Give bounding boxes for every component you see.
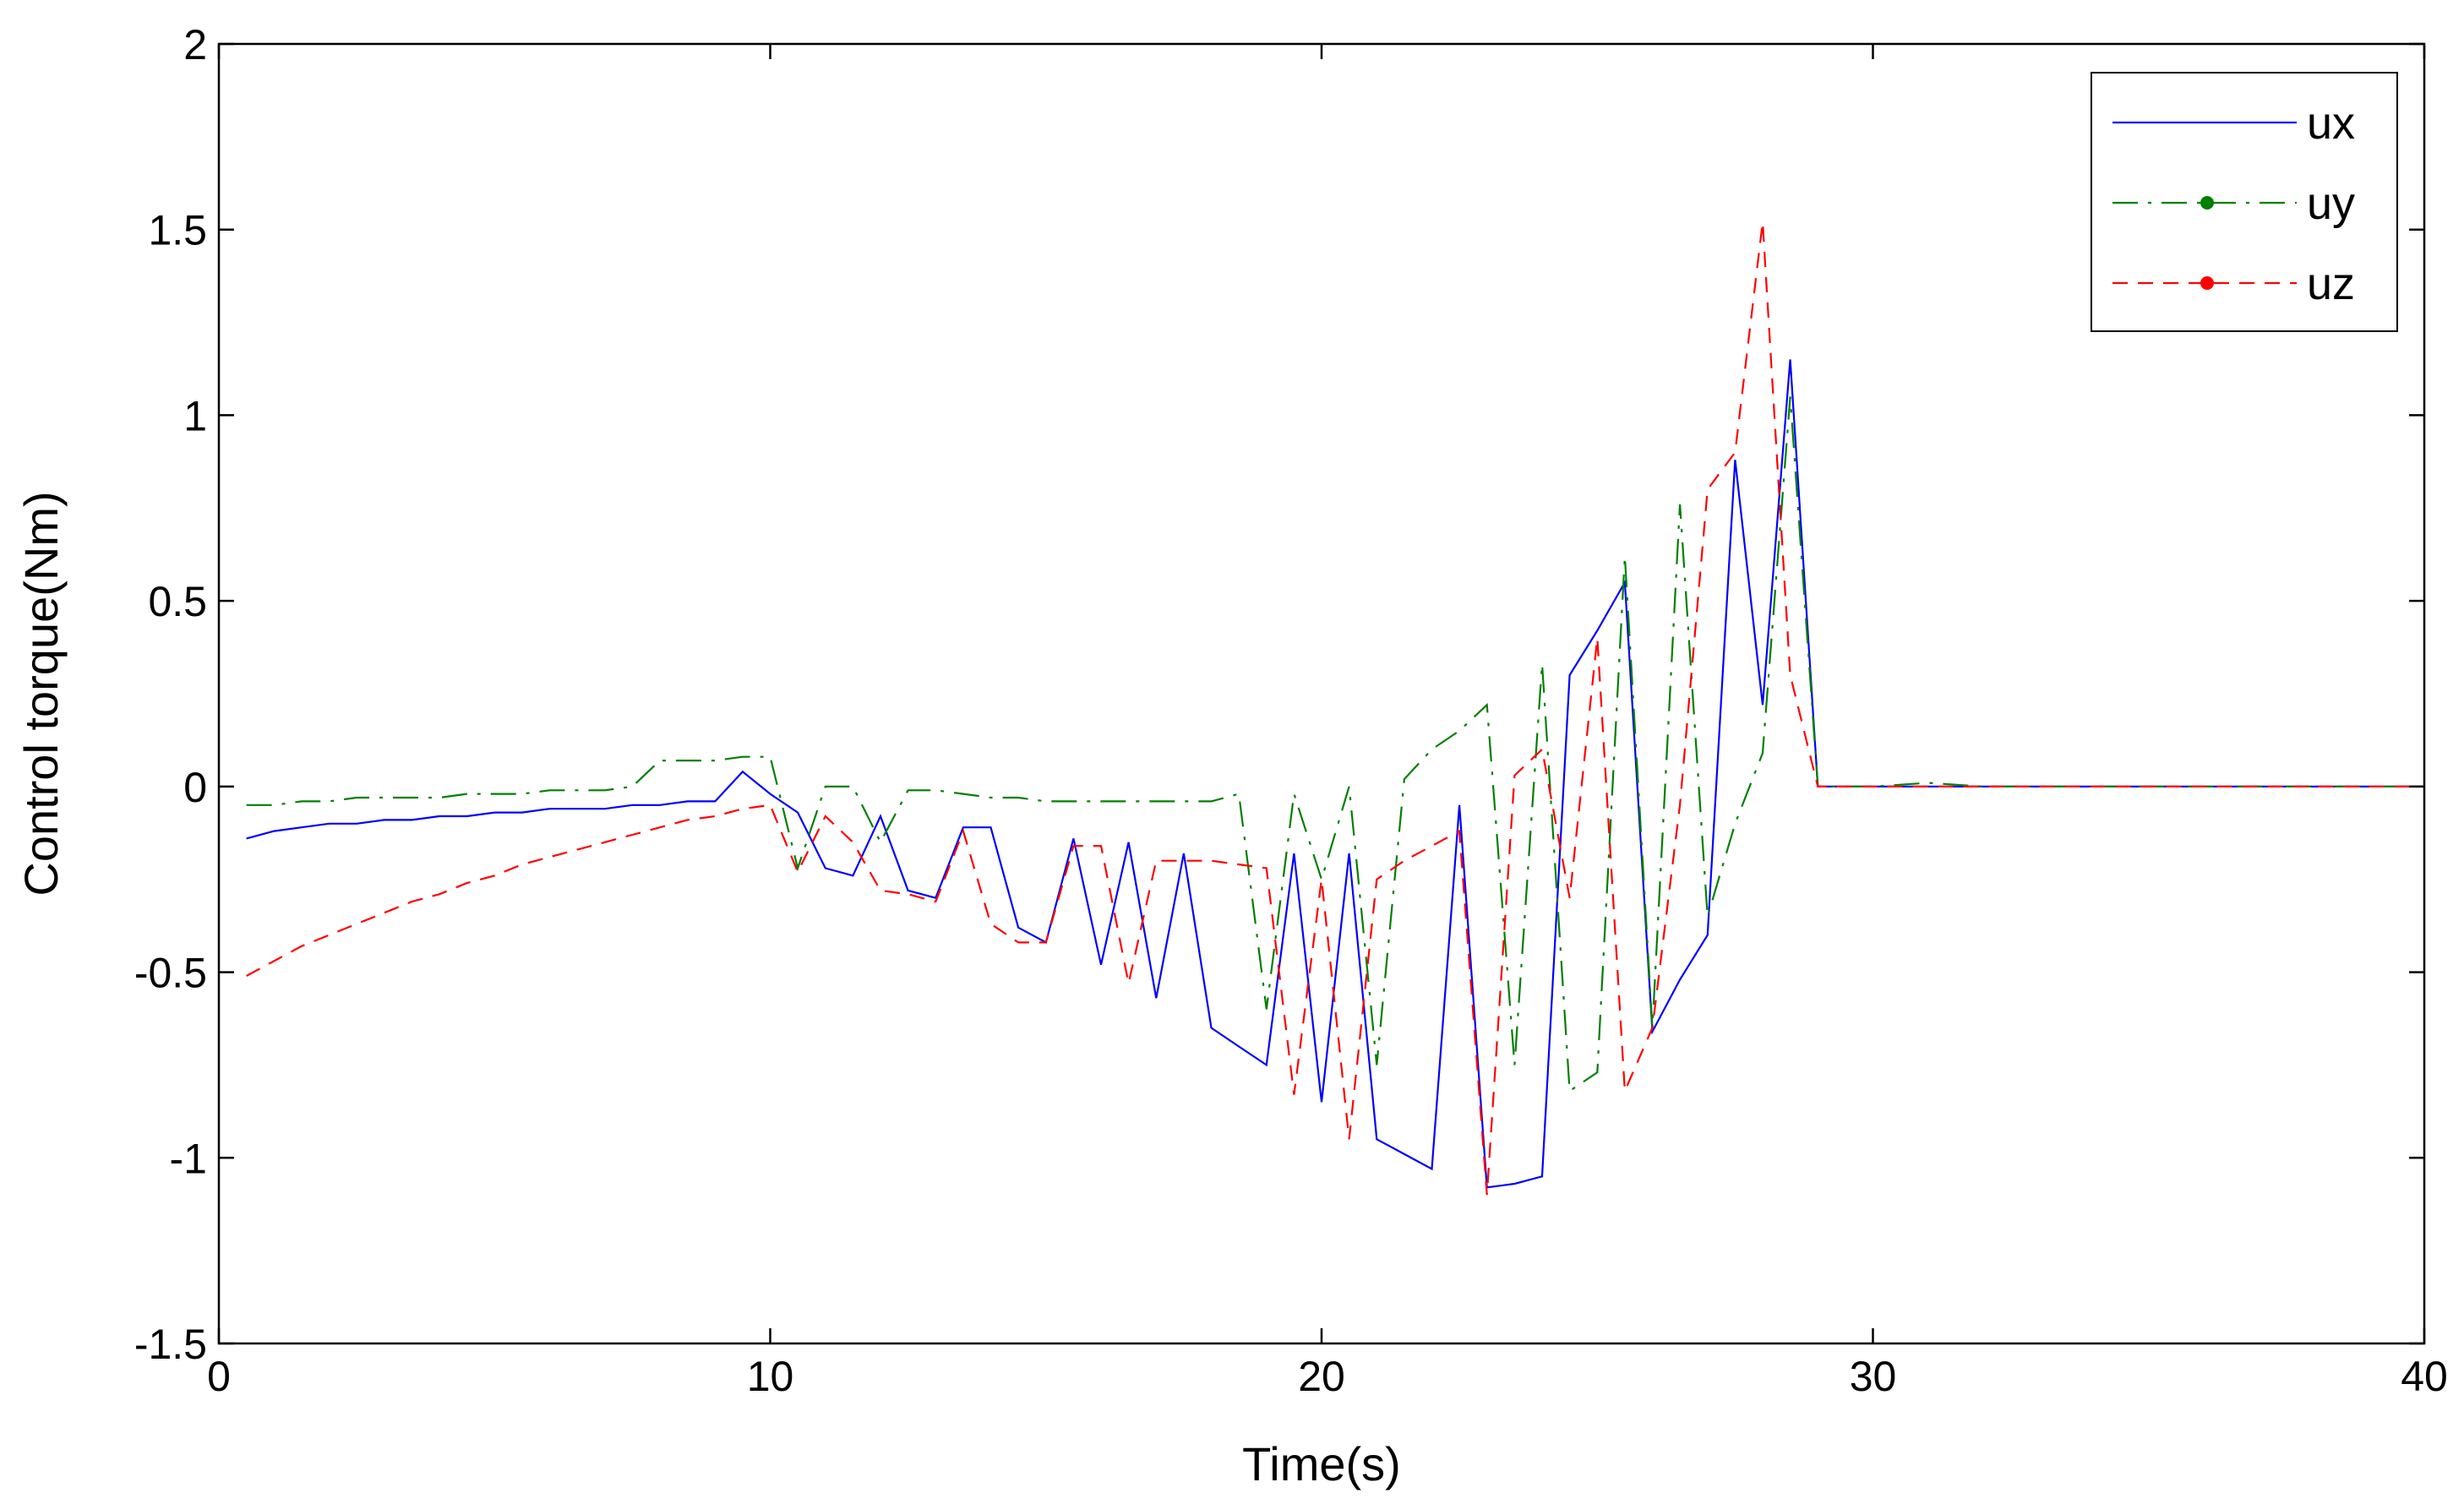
legend-label-uy: uy <box>2307 178 2355 229</box>
y-tick-label: -0.5 <box>134 950 207 997</box>
y-tick-label: -1 <box>170 1135 207 1182</box>
x-tick-label: 40 <box>2401 1353 2448 1400</box>
legend-marker-uy <box>2200 196 2214 210</box>
y-tick-label: -1.5 <box>134 1321 207 1368</box>
x-tick-label: 20 <box>1298 1353 1345 1400</box>
y-tick-label: 1.5 <box>148 207 207 254</box>
x-tick-label: 0 <box>207 1353 231 1400</box>
y-axis-label: Control torque(Nm) <box>14 491 68 896</box>
legend-label-uz: uz <box>2307 259 2355 309</box>
y-tick-label: 2 <box>183 21 207 68</box>
series-line-ux <box>246 359 2424 1189</box>
x-axis-label: Time(s) <box>1242 1437 1401 1490</box>
series-line-uz <box>246 221 2424 1196</box>
y-tick-label: 0 <box>183 764 207 811</box>
legend-box <box>2091 72 2398 332</box>
series-line-uy <box>246 396 2424 1093</box>
x-tick-label: 30 <box>1850 1353 1897 1400</box>
legend: ux uy uz <box>2091 72 2398 332</box>
legend-label-ux: ux <box>2307 98 2355 149</box>
y-tick-label: 1 <box>183 392 207 439</box>
x-tick-label: 10 <box>747 1353 794 1400</box>
y-tick-label: 0.5 <box>148 578 207 625</box>
legend-marker-uz <box>2200 276 2214 290</box>
